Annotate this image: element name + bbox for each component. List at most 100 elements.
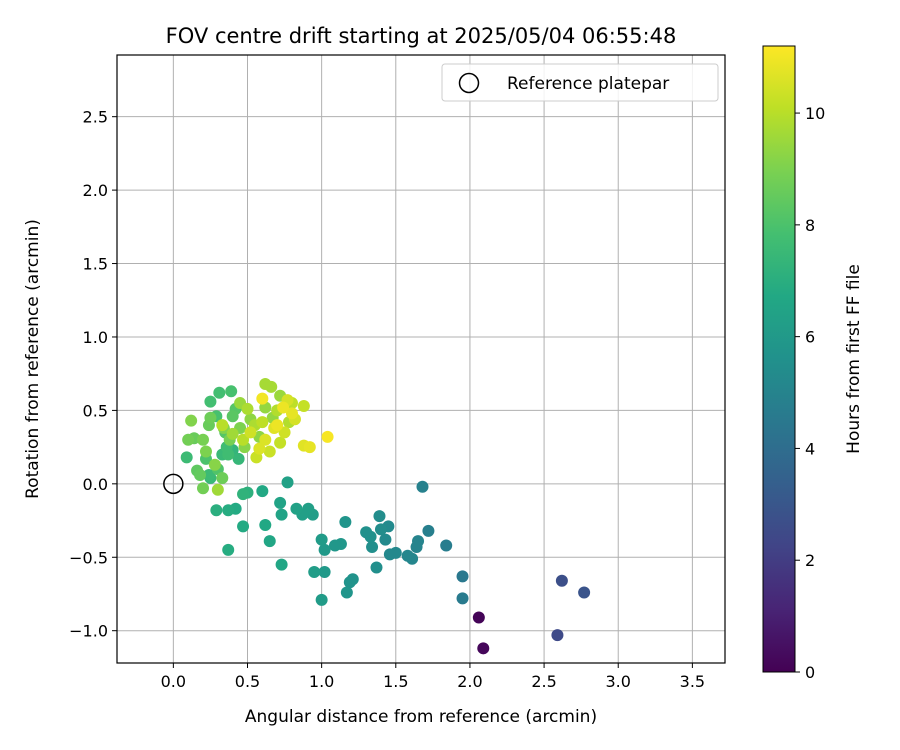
colorbar-ticks: 0 2 4 6 8 10 (795, 104, 825, 682)
data-point (366, 540, 379, 553)
colorbar-label: Hours from first FF file (844, 264, 864, 454)
data-point (204, 395, 217, 408)
x-axis-label: Angular distance from reference (arcmin) (245, 707, 597, 727)
x-axis-ticks: 0.0 0.5 1.0 1.5 2.0 2.5 3.0 3.5 (161, 663, 705, 691)
data-point (285, 407, 298, 420)
data-point (297, 399, 310, 412)
data-point (343, 576, 356, 589)
data-point (199, 445, 212, 458)
y-axis-ticks: −1.0 −0.5 0.0 0.5 1.0 1.5 2.0 2.5 (69, 108, 117, 641)
data-point (373, 510, 386, 523)
colorbar-tick-label: 6 (805, 328, 815, 347)
data-point (225, 385, 238, 398)
plot-background (117, 55, 725, 663)
data-point (265, 380, 278, 393)
data-point (197, 433, 210, 446)
data-point (237, 433, 250, 446)
data-point (197, 482, 210, 495)
legend-frame (441, 63, 719, 102)
plot-frame (116, 54, 726, 664)
data-point (237, 520, 250, 533)
data-point (315, 533, 328, 546)
data-point (216, 419, 229, 432)
data-point (303, 441, 316, 454)
data-point (259, 433, 272, 446)
y-tick-label: −1.0 (69, 622, 108, 641)
data-point (275, 558, 288, 571)
data-point (277, 401, 290, 414)
data-point (208, 458, 221, 471)
x-tick-label: 3.0 (606, 672, 631, 691)
data-point (578, 586, 591, 599)
data-point (410, 540, 423, 553)
y-tick-label: 1.5 (83, 255, 108, 274)
data-point (278, 426, 291, 439)
data-point (328, 539, 341, 552)
data-point (340, 586, 353, 599)
x-tick-label: 2.0 (457, 672, 482, 691)
data-point (232, 452, 245, 465)
data-point (551, 629, 564, 642)
y-axis-label: Rotation from reference (arcmin) (23, 219, 43, 499)
data-point (253, 442, 266, 455)
data-point (456, 592, 469, 605)
colorbar-tick-label: 8 (805, 216, 815, 235)
data-point (185, 414, 198, 427)
data-point (211, 483, 224, 496)
legend-entry-label: Reference platepar (507, 74, 669, 94)
data-point (259, 518, 272, 531)
data-point (318, 543, 331, 556)
data-point (202, 469, 215, 482)
data-point (290, 502, 303, 515)
data-point (194, 469, 207, 482)
data-point (204, 411, 217, 424)
data-point (222, 543, 235, 556)
scatter-points (180, 377, 591, 655)
colorbar-tick-label: 4 (805, 439, 815, 458)
data-point (308, 565, 321, 578)
data-point (226, 427, 239, 440)
y-tick-label: −0.5 (69, 548, 108, 567)
data-point (321, 430, 334, 443)
data-point (401, 549, 414, 562)
data-point (271, 419, 284, 432)
colorbar: 0 2 4 6 8 10 Hours from first FF file (762, 45, 864, 682)
colorbar-tick-label: 10 (805, 104, 825, 123)
data-point (256, 392, 269, 405)
y-tick-label: 1.0 (83, 328, 108, 347)
x-tick-label: 2.5 (531, 672, 556, 691)
data-point (226, 410, 239, 423)
data-point (440, 539, 453, 552)
data-point (274, 436, 287, 449)
data-point (315, 593, 328, 606)
legend: Reference platepar (441, 63, 719, 102)
data-point (339, 516, 352, 529)
data-point (216, 471, 229, 484)
colorbar-tick-label: 2 (805, 551, 815, 570)
data-point (263, 535, 276, 548)
data-point (383, 548, 396, 561)
data-point (555, 574, 568, 587)
data-point (456, 570, 469, 583)
x-tick-label: 0.0 (161, 672, 186, 691)
data-point (256, 416, 269, 429)
data-point (182, 433, 195, 446)
data-point (379, 533, 392, 546)
y-tick-label: 2.0 (83, 181, 108, 200)
y-tick-label: 0.5 (83, 401, 108, 420)
x-tick-label: 1.5 (383, 672, 408, 691)
data-point (256, 485, 269, 498)
x-tick-label: 0.5 (235, 672, 260, 691)
data-point (275, 508, 288, 521)
colorbar-gradient (762, 45, 796, 673)
data-point (222, 504, 235, 517)
data-point (477, 642, 490, 655)
data-point (416, 480, 429, 493)
reference-marker (163, 473, 184, 495)
data-point (222, 448, 235, 461)
x-tick-label: 3.5 (680, 672, 705, 691)
data-point (244, 426, 257, 439)
data-point (472, 611, 485, 624)
y-tick-label: 0.0 (83, 475, 108, 494)
